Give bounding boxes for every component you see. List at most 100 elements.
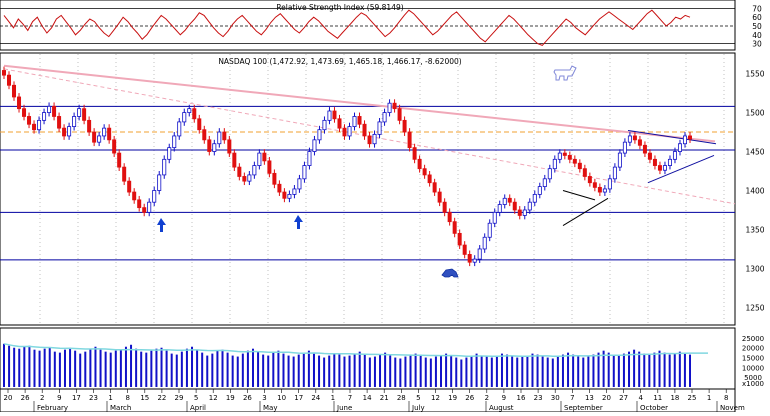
day-tick-label: 3 <box>262 394 266 402</box>
month-label: July <box>411 404 425 412</box>
candle-body <box>512 201 517 211</box>
candle-body <box>102 127 107 137</box>
candle-body <box>182 112 187 123</box>
candle-body <box>202 129 207 141</box>
bear-icon <box>441 268 459 278</box>
volume-bar <box>8 345 11 387</box>
month-label: October <box>640 404 668 412</box>
rsi-title: Relative Strength Index (59.8149) <box>276 3 403 12</box>
volume-bar <box>318 355 321 387</box>
candle-body <box>47 105 52 113</box>
candle-body <box>662 165 667 171</box>
day-tick-label: 9 <box>502 394 506 402</box>
candle-body <box>347 126 352 137</box>
volume-bar <box>460 359 463 387</box>
candle-body <box>667 158 672 166</box>
candle-body <box>412 147 417 160</box>
day-tick-label: 4 <box>638 394 643 402</box>
volume-bar <box>170 353 173 387</box>
day-tick-label: 23 <box>534 394 543 402</box>
day-tick-label: 9 <box>57 394 61 402</box>
volume-bar <box>201 352 204 387</box>
day-tick-label: 15 <box>140 394 149 402</box>
candle-body <box>502 197 507 205</box>
month-label: April <box>190 404 206 412</box>
volume-bar <box>38 350 41 387</box>
volume-bar <box>3 343 5 387</box>
candle-body <box>287 193 292 199</box>
candle-body <box>232 152 237 168</box>
day-tick-label: 13 <box>585 394 594 402</box>
volume-bar <box>251 348 254 387</box>
candle-body <box>237 166 242 177</box>
date-axis: 20 26 2 9 17 23 1 8 15 22 29 5 12 19 26 3 10 17 24 1 7 14 21 28… <box>0 388 745 413</box>
candle-body <box>37 119 42 131</box>
month-label: Novem <box>720 404 745 412</box>
candle-body <box>132 191 137 201</box>
volume-bar <box>246 350 249 387</box>
volume-bar <box>363 354 366 387</box>
candle-body <box>222 131 227 141</box>
candle-body <box>402 119 407 133</box>
volume-bar <box>69 347 72 387</box>
volume-bar <box>485 356 488 387</box>
rsi-tick-label: 70 <box>752 4 762 13</box>
volume-bar <box>180 351 183 387</box>
volume-bar <box>267 355 270 387</box>
candle-body <box>587 176 592 184</box>
volume-bar <box>577 356 580 387</box>
candle-body <box>367 135 372 145</box>
candle-body <box>357 116 362 125</box>
day-tick-label: 26 <box>243 394 252 402</box>
volume-bar <box>104 351 107 387</box>
volume-bar <box>399 358 402 387</box>
candle-body <box>352 116 357 127</box>
volume-bar <box>612 354 615 387</box>
volume-bar <box>384 352 387 387</box>
volume-bar <box>440 355 443 387</box>
candle-body <box>462 244 467 255</box>
volume-bar <box>516 357 519 387</box>
candle-body <box>522 209 527 216</box>
candle-body <box>257 152 262 166</box>
volume-bar <box>292 356 295 387</box>
day-tick-label: 22 <box>157 394 166 402</box>
candle-body <box>32 123 37 131</box>
candle-body <box>607 178 612 190</box>
candle-body <box>672 151 677 160</box>
volume-bar <box>434 356 437 387</box>
volume-bar <box>84 351 87 387</box>
candle-body <box>197 118 202 131</box>
day-tick-label: 19 <box>448 394 457 402</box>
price-tick-label: 1450 <box>745 148 764 157</box>
price-tick-label: 1350 <box>745 225 764 234</box>
candle-body <box>192 108 197 120</box>
candle-body <box>517 209 522 216</box>
volume-bar <box>424 357 427 387</box>
volume-bar <box>328 355 331 387</box>
volume-bar <box>221 349 224 387</box>
volume-bar <box>673 353 676 387</box>
volume-bar <box>394 357 397 387</box>
candle-body <box>97 135 102 143</box>
volume-bar <box>119 349 122 387</box>
candle-body <box>577 162 582 170</box>
day-tick-label: 8 <box>125 394 129 402</box>
price-tick-label: 1400 <box>745 187 764 196</box>
volume-bar <box>511 356 514 387</box>
volume-bar <box>404 356 407 387</box>
candle-body <box>177 121 182 137</box>
month-label: June <box>336 404 352 412</box>
volume-bar <box>572 354 575 387</box>
day-tick-label: 5 <box>416 394 420 402</box>
candle-body <box>567 155 572 160</box>
candle-body <box>162 158 167 176</box>
volume-tick-label: 10000 <box>742 364 764 372</box>
volume-bar <box>475 353 478 387</box>
volume-bar <box>236 356 239 387</box>
volume-bar <box>287 355 290 387</box>
volume-bar <box>231 355 234 387</box>
volume-bar <box>277 350 280 387</box>
volume-bar <box>379 354 382 387</box>
